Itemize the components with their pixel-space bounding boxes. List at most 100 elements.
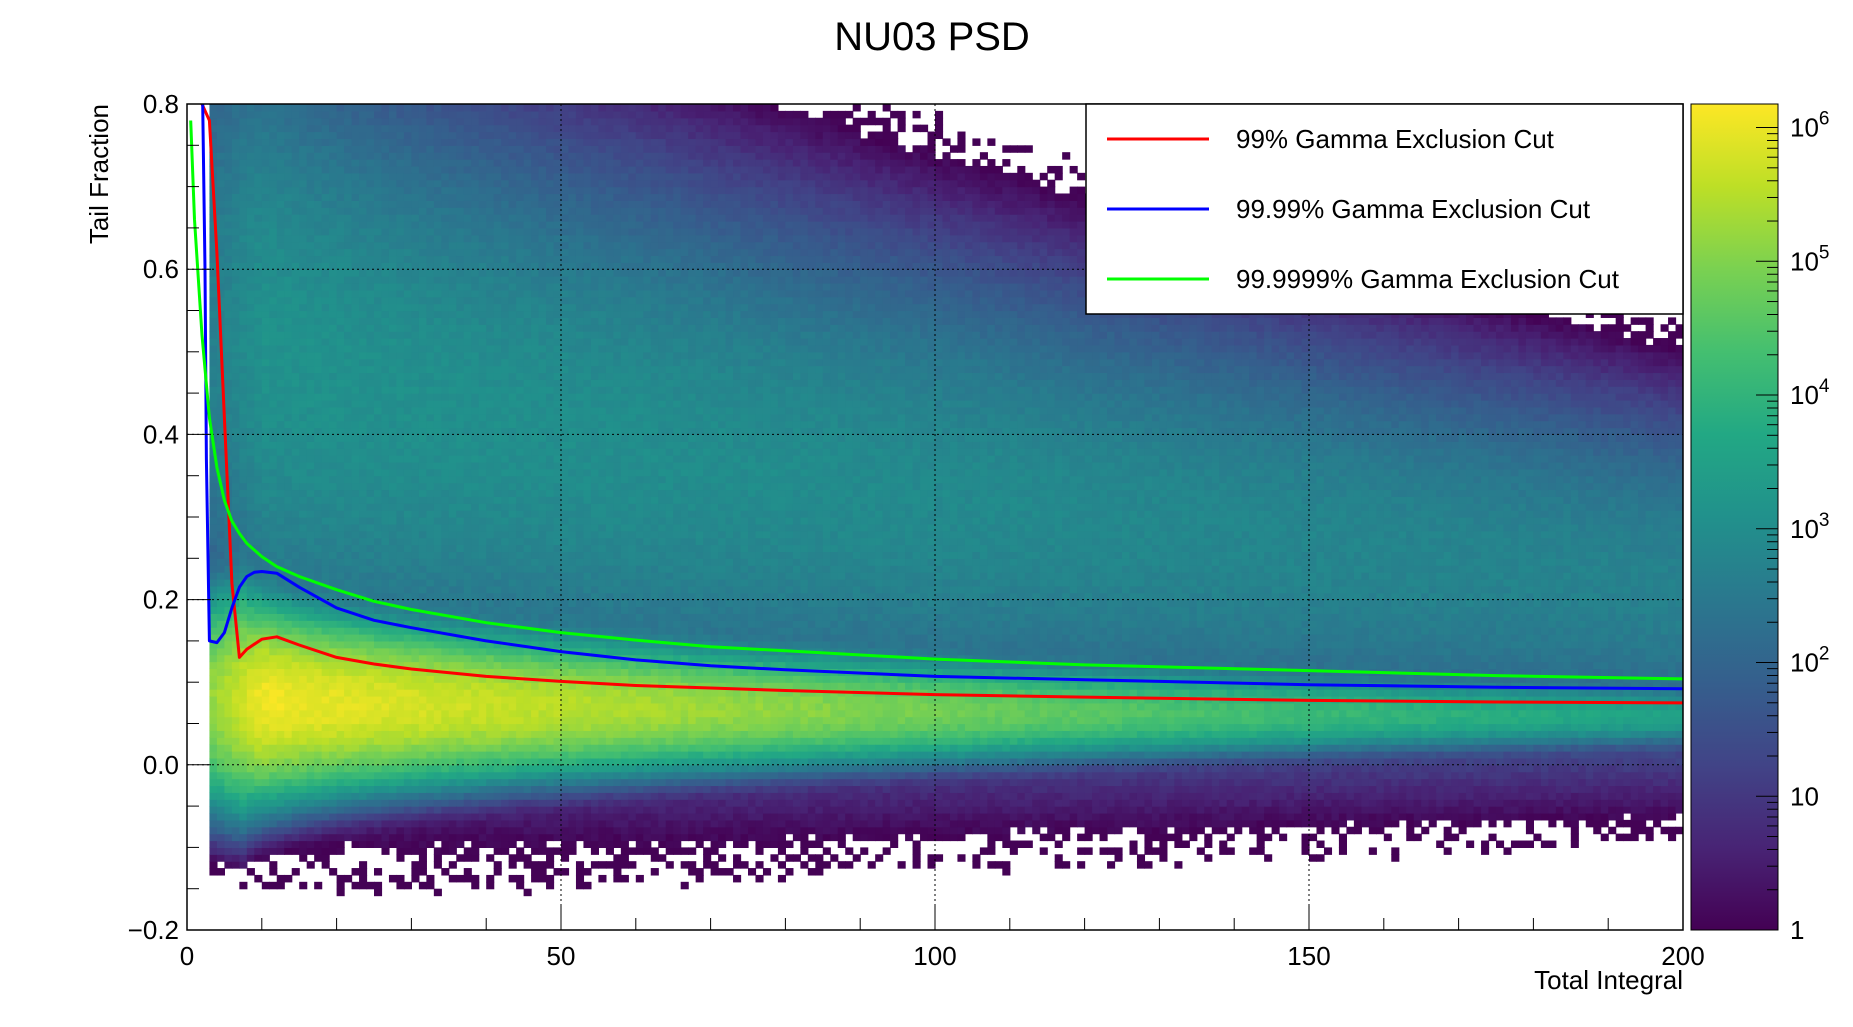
heatmap-cell xyxy=(344,131,353,140)
heatmap-cell xyxy=(276,723,285,731)
heatmap-cell xyxy=(463,792,472,800)
heatmap-cell xyxy=(508,434,517,442)
heatmap-cell xyxy=(366,640,375,649)
heatmap-cell xyxy=(246,517,255,525)
heatmap-cell xyxy=(433,131,442,140)
heatmap-cell xyxy=(478,833,487,842)
heatmap-cell xyxy=(448,744,457,752)
heatmap-cell xyxy=(493,193,502,201)
heatmap-cell xyxy=(523,592,532,601)
heatmap-cell xyxy=(216,434,225,442)
heatmap-cell xyxy=(359,221,368,229)
heatmap-cell xyxy=(351,778,360,787)
heatmap-cell xyxy=(441,599,450,608)
heatmap-cell xyxy=(388,172,398,181)
heatmap-cell xyxy=(381,420,390,429)
heatmap-cell xyxy=(246,248,255,257)
heatmap-cell xyxy=(471,255,480,263)
heatmap-cell xyxy=(523,737,532,745)
heatmap-cell xyxy=(246,475,255,484)
heatmap-cell xyxy=(336,461,345,470)
heatmap-cell xyxy=(269,241,278,250)
heatmap-cell xyxy=(329,276,338,284)
heatmap-cell xyxy=(254,854,263,862)
heatmap-cell xyxy=(411,186,420,195)
heatmap-cell xyxy=(209,751,218,759)
heatmap-cell xyxy=(471,702,480,711)
heatmap-cell xyxy=(299,778,308,787)
heatmap-cell xyxy=(344,434,353,442)
heatmap-cell xyxy=(433,709,442,718)
heatmap-cell xyxy=(359,241,368,250)
heatmap-cell xyxy=(418,241,427,250)
heatmap-cell xyxy=(351,179,360,188)
heatmap-cell xyxy=(239,530,248,539)
heatmap-cell xyxy=(411,785,420,793)
heatmap-cell xyxy=(329,241,338,250)
heatmap-cell xyxy=(329,785,338,793)
heatmap-cell xyxy=(329,441,338,449)
heatmap-cell xyxy=(411,517,420,525)
heatmap-cell xyxy=(403,186,412,195)
heatmap-cell xyxy=(299,572,308,580)
heatmap-cell xyxy=(531,172,540,181)
heatmap-cell xyxy=(508,751,517,759)
heatmap-cell xyxy=(216,262,225,270)
heatmap-cell xyxy=(321,620,330,628)
heatmap-cell xyxy=(209,413,218,422)
heatmap-cell xyxy=(351,868,360,876)
heatmap-cell xyxy=(231,737,240,745)
heatmap-cell xyxy=(269,427,278,435)
heatmap-cell xyxy=(299,496,308,504)
heatmap-cell xyxy=(508,702,517,711)
heatmap-cell xyxy=(426,207,435,215)
heatmap-cell xyxy=(531,551,540,559)
heatmap-cell xyxy=(299,668,308,676)
heatmap-cell xyxy=(344,303,353,312)
heatmap-cell xyxy=(411,152,420,160)
heatmap-cell xyxy=(426,386,435,394)
heatmap-cell xyxy=(344,124,353,133)
heatmap-cell xyxy=(224,221,233,229)
heatmap-cell xyxy=(336,104,345,112)
heatmap-cell xyxy=(516,427,525,435)
heatmap-cell xyxy=(231,647,240,656)
heatmap-cell xyxy=(418,372,427,380)
heatmap-cell xyxy=(224,186,233,195)
heatmap-cell xyxy=(418,812,427,821)
heatmap-cell xyxy=(351,558,360,566)
heatmap-cell xyxy=(329,393,338,401)
heatmap-cell xyxy=(538,193,547,201)
heatmap-cell xyxy=(314,393,323,401)
heatmap-cell xyxy=(516,716,525,725)
heatmap-cell xyxy=(403,565,412,573)
heatmap-cell xyxy=(284,124,293,133)
heatmap-cell xyxy=(321,806,330,814)
heatmap-cell xyxy=(396,668,405,676)
heatmap-cell xyxy=(531,324,540,332)
heatmap-cell xyxy=(441,413,450,422)
heatmap-cell xyxy=(411,131,420,140)
heatmap-cell xyxy=(463,620,472,628)
heatmap-cell xyxy=(531,393,540,401)
heatmap-cell xyxy=(321,406,330,415)
heatmap-cell xyxy=(239,812,248,821)
heatmap-cell xyxy=(261,172,270,181)
heatmap-cell xyxy=(276,585,285,594)
heatmap-cell xyxy=(239,317,248,325)
heatmap-cell xyxy=(276,757,285,766)
heatmap-cell xyxy=(456,599,465,608)
heatmap-cell xyxy=(463,434,472,442)
heatmap-cell xyxy=(456,227,465,236)
heatmap-cell xyxy=(224,427,233,435)
heatmap-cell xyxy=(456,723,465,731)
heatmap-cell xyxy=(381,716,390,725)
heatmap-cell xyxy=(344,523,353,532)
heatmap-cell xyxy=(209,117,218,126)
heatmap-cell xyxy=(433,317,442,325)
heatmap-cell xyxy=(336,172,345,181)
heatmap-cell xyxy=(276,523,285,532)
heatmap-cell xyxy=(246,833,255,842)
heatmap-cell xyxy=(478,778,487,787)
heatmap-cell xyxy=(306,117,315,126)
